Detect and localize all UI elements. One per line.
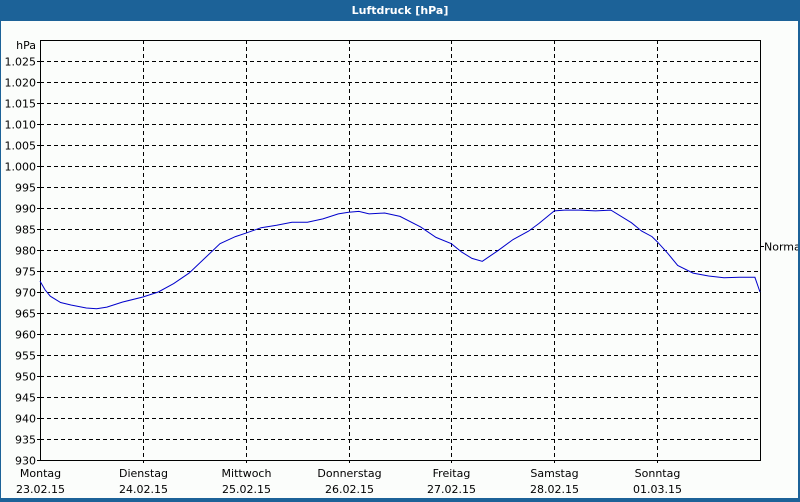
x-tick-date: 24.02.15 bbox=[119, 483, 168, 496]
y-axis-unit: hPa bbox=[16, 39, 36, 52]
x-tick-date: 23.02.15 bbox=[16, 483, 65, 496]
y-tick-label: 960 bbox=[15, 329, 36, 342]
x-tick-day: Montag bbox=[20, 467, 61, 480]
y-tick-label: 1.015 bbox=[5, 98, 37, 111]
y-tick-label: 1.000 bbox=[5, 161, 37, 174]
y-tick-label: 980 bbox=[15, 245, 36, 258]
x-tick-date: 25.02.15 bbox=[222, 483, 271, 496]
plot-frame bbox=[40, 40, 761, 461]
window-title: Luftdruck [hPa] bbox=[351, 4, 449, 17]
x-tick-day: Dienstag bbox=[119, 467, 168, 480]
x-tick-day: Samstag bbox=[530, 467, 578, 480]
y-tick-label: 935 bbox=[15, 434, 36, 447]
x-tick-day: Freitag bbox=[433, 467, 471, 480]
x-tick-day: Sonntag bbox=[635, 467, 681, 480]
y-tick-label: 990 bbox=[15, 203, 36, 216]
y-tick-label: 975 bbox=[15, 266, 36, 279]
x-tick-day: Donnerstag bbox=[317, 467, 381, 480]
x-tick-day: Mittwoch bbox=[222, 467, 272, 480]
y-tick-label: 1.010 bbox=[5, 119, 37, 132]
x-tick-date: 28.02.15 bbox=[530, 483, 579, 496]
y-tick-label: 965 bbox=[15, 308, 36, 321]
y-tick-label: 1.005 bbox=[5, 140, 37, 153]
y-tick-label: 995 bbox=[15, 182, 36, 195]
y-tick-label: 950 bbox=[15, 371, 36, 384]
y-tick-label: 1.025 bbox=[5, 56, 37, 69]
y-tick-label: 940 bbox=[15, 413, 36, 426]
pressure-line bbox=[39, 209, 761, 310]
y-tick-label: 970 bbox=[15, 287, 36, 300]
y-tick-label: 930 bbox=[15, 455, 36, 468]
y-tick-label: 955 bbox=[15, 350, 36, 363]
x-tick-date: 01.03.15 bbox=[633, 483, 682, 496]
chart-area: 930 935 940 945 950 955 960 965 970 975 980 985 990 9… bbox=[1, 21, 800, 498]
normal-label: Normal bbox=[764, 241, 798, 254]
x-tick-date: 26.02.15 bbox=[325, 483, 374, 496]
pressure-chart: 930 935 940 945 950 955 960 965 970 975 980 985 990 9… bbox=[5, 39, 800, 496]
y-tick-label: 945 bbox=[15, 392, 36, 405]
y-tick-label: 985 bbox=[15, 224, 36, 237]
y-tick-label: 1.020 bbox=[5, 77, 37, 90]
x-tick-date: 27.02.15 bbox=[427, 483, 476, 496]
